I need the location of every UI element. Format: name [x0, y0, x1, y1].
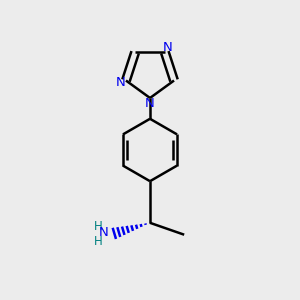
Text: N: N [145, 97, 155, 110]
Text: N: N [98, 226, 108, 239]
Text: H: H [94, 220, 103, 233]
Text: N: N [163, 41, 173, 55]
Text: N: N [116, 76, 126, 89]
Text: H: H [94, 235, 103, 248]
